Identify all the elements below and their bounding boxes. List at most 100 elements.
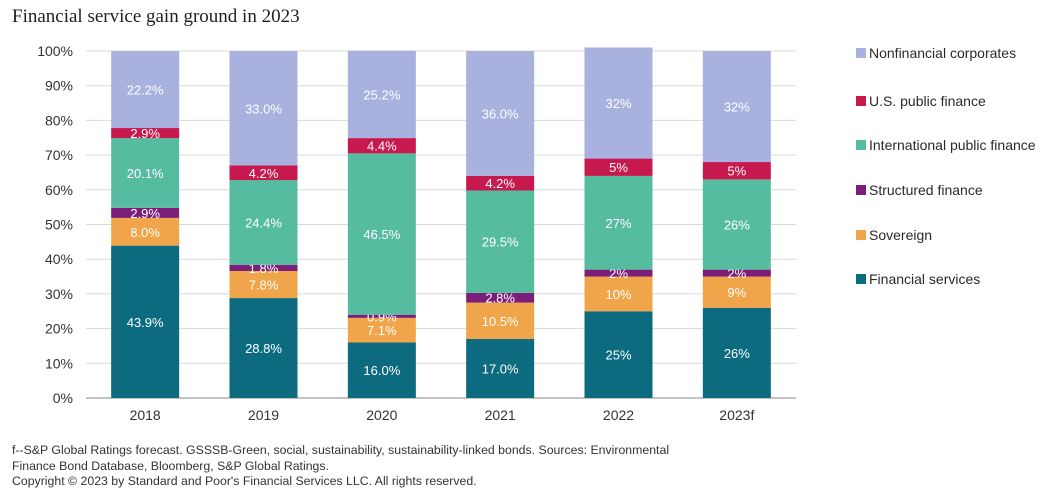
y-tick-label: 50%	[45, 217, 73, 233]
data-label: 7.1%	[367, 323, 397, 338]
legend-label: Financial services	[869, 271, 981, 287]
bar-segment	[466, 302, 535, 340]
bar-segment	[111, 217, 180, 246]
data-label: 4.4%	[367, 139, 397, 154]
legend-label: Nonfinancial corporates	[869, 45, 1017, 61]
legend-swatch	[856, 48, 866, 58]
y-tick-label: 70%	[45, 147, 73, 163]
footnote-line: Copyright © 2023 by Standard and Poor's …	[12, 474, 477, 488]
data-label: 2.9%	[130, 126, 160, 141]
data-label: 9%	[727, 285, 746, 300]
y-tick-label: 90%	[45, 78, 73, 94]
bar-segment	[702, 179, 771, 270]
y-tick-label: 100%	[37, 43, 73, 59]
data-label: 33.0%	[245, 101, 282, 116]
x-tick-label: 2021	[485, 407, 516, 423]
data-label: 2%	[609, 266, 628, 281]
x-tick-label: 2019	[248, 407, 279, 423]
bar-segment	[347, 138, 416, 154]
bar-segment	[229, 165, 298, 181]
bar-segment	[584, 158, 653, 176]
bar-segment	[111, 207, 180, 218]
data-label: 2.9%	[130, 206, 160, 221]
data-label: 2%	[727, 266, 746, 281]
bar-segment	[111, 51, 180, 129]
bar-segment	[347, 314, 416, 318]
bar-segment	[229, 270, 298, 299]
bar-segment	[111, 138, 180, 208]
bar-segment	[702, 51, 771, 163]
data-label: 10%	[605, 287, 631, 302]
data-label: 27%	[605, 216, 631, 231]
y-tick-label: 20%	[45, 321, 73, 337]
bar-segment	[229, 180, 298, 265]
legend-swatch	[856, 96, 866, 106]
x-tick-label: 2018	[130, 407, 161, 423]
data-label: 16.0%	[363, 363, 400, 378]
legend-swatch	[856, 230, 866, 240]
data-label: 17.0%	[482, 362, 519, 377]
footnote-line: Finance Bond Database, Bloomberg, S&P Gl…	[12, 458, 329, 473]
bar-segment	[466, 339, 535, 398]
data-label: 24.4%	[245, 215, 282, 230]
data-label: 43.9%	[127, 315, 164, 330]
legend-label: Structured finance	[869, 182, 983, 198]
data-label: 20.1%	[127, 166, 164, 181]
bar-segment	[229, 51, 298, 166]
data-label: 32%	[724, 100, 750, 115]
bar-segment	[111, 245, 180, 398]
data-label: 25%	[605, 348, 631, 363]
y-tick-label: 0%	[53, 390, 73, 406]
data-label: 32%	[605, 96, 631, 111]
data-label: 46.5%	[363, 227, 400, 242]
data-label: 36.0%	[482, 106, 519, 121]
bar-segment	[584, 269, 653, 277]
y-tick-label: 10%	[45, 355, 73, 371]
y-tick-label: 40%	[45, 251, 73, 267]
data-label: 2.8%	[485, 291, 515, 306]
bar-segment	[347, 153, 416, 315]
legend-label: Sovereign	[869, 227, 933, 243]
bar-segment	[466, 190, 535, 293]
y-tick-label: 80%	[45, 112, 73, 128]
data-label: 4.2%	[249, 166, 279, 181]
legend-label: International public finance	[869, 137, 1036, 153]
x-tick-label: 2023f	[719, 407, 754, 423]
bar-segment	[702, 162, 771, 180]
bar-segment	[702, 269, 771, 277]
x-tick-label: 2020	[366, 407, 397, 423]
data-label: 5%	[727, 164, 746, 179]
bar-segment	[466, 51, 535, 176]
x-tick-label: 2022	[603, 407, 634, 423]
y-tick-label: 60%	[45, 182, 73, 198]
y-tick-label: 30%	[45, 286, 73, 302]
bar-segment	[466, 292, 535, 303]
data-label: 10.5%	[482, 314, 519, 329]
bar-segment	[584, 311, 653, 398]
legend-swatch	[856, 185, 866, 195]
legend-label: U.S. public finance	[869, 93, 986, 109]
bar-segment	[347, 317, 416, 343]
bar-segment	[584, 175, 653, 270]
footnote: f--S&P Global Ratings forecast. GSSSB-Gr…	[12, 443, 792, 490]
bar-segment	[584, 276, 653, 312]
bar-segment	[347, 50, 416, 139]
bar-segment	[229, 264, 298, 271]
bar-segment	[466, 175, 535, 191]
legend-swatch	[856, 140, 866, 150]
bar-segment	[347, 342, 416, 398]
bar-segment	[702, 276, 771, 308]
bar-segment	[229, 298, 298, 398]
bar-segment	[584, 47, 653, 159]
footnote-line: f--S&P Global Ratings forecast. GSSSB-Gr…	[12, 443, 670, 457]
data-label: 8.0%	[130, 225, 160, 240]
chart-title: Financial service gain ground in 2023	[12, 6, 300, 27]
data-label: 29.5%	[482, 235, 519, 250]
bar-segment	[702, 307, 771, 398]
data-label: 22.2%	[127, 83, 164, 98]
data-label: 26%	[724, 346, 750, 361]
bar-segment	[111, 128, 180, 139]
data-label: 5%	[609, 160, 628, 175]
data-label: 4.2%	[485, 176, 515, 191]
